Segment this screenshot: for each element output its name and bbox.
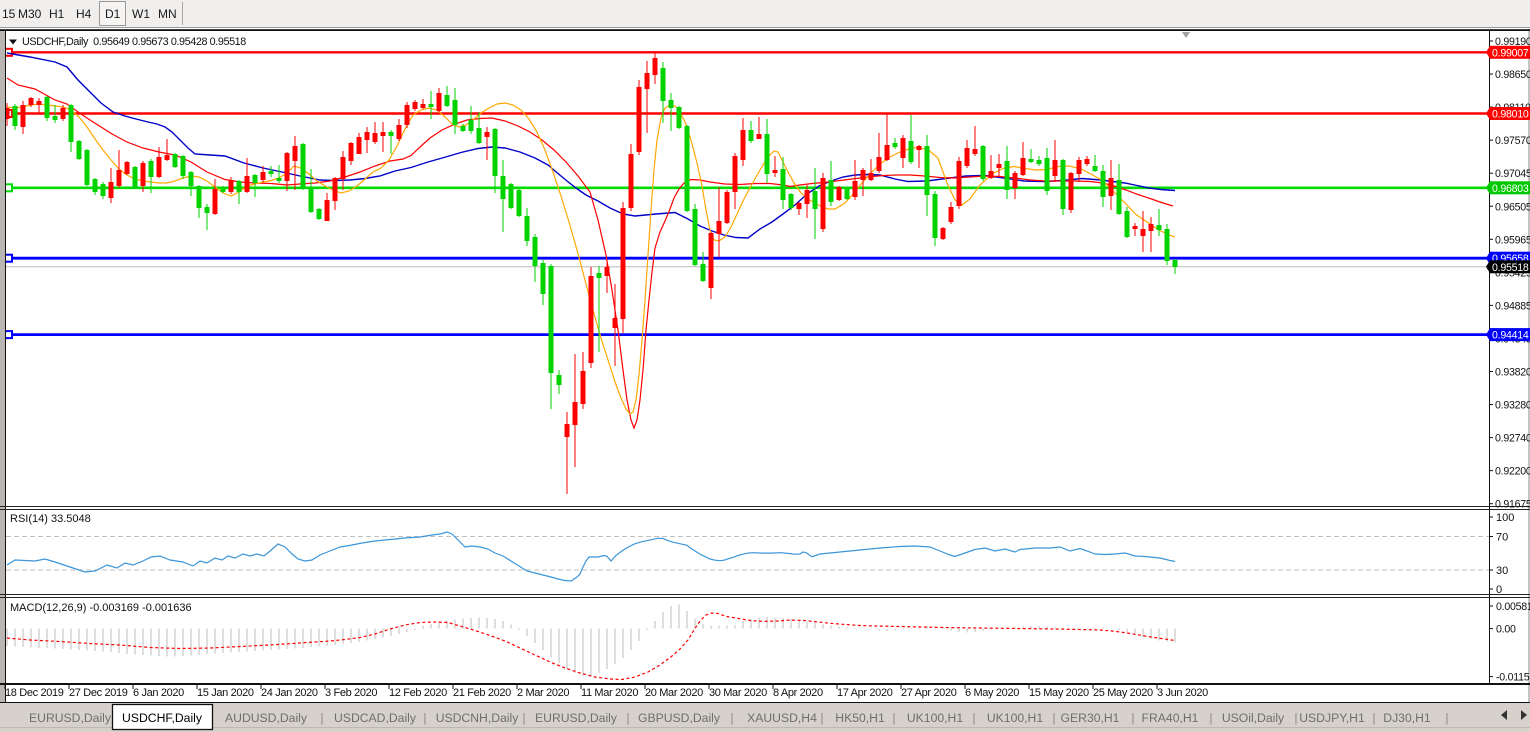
svg-text:MACD(12,26,9) -0.003169 -0.001: MACD(12,26,9) -0.003169 -0.001636 [10,602,192,614]
svg-text:HK50,H1: HK50,H1 [835,711,885,725]
svg-text:|: | [1445,711,1448,725]
svg-text:8 Apr 2020: 8 Apr 2020 [773,687,823,699]
svg-text:0.92740: 0.92740 [1495,433,1530,445]
svg-text:|: | [892,711,895,725]
svg-text:MN: MN [158,7,177,21]
svg-text:|: | [972,711,975,725]
svg-text:0.93820: 0.93820 [1495,367,1530,379]
svg-text:100: 100 [1496,512,1514,524]
svg-text:|: | [820,711,823,725]
svg-text:0.93280: 0.93280 [1495,400,1530,412]
svg-text:6 Jan 2020: 6 Jan 2020 [133,687,184,699]
svg-text:3 Feb 2020: 3 Feb 2020 [325,687,377,699]
svg-text:USDCNH,Daily: USDCNH,Daily [436,711,520,725]
svg-text:W1: W1 [132,7,150,21]
svg-text:15 May 2020: 15 May 2020 [1029,687,1089,699]
svg-text:|: | [1372,711,1375,725]
svg-text:0.94885: 0.94885 [1495,300,1530,312]
svg-text:0: 0 [1496,584,1502,596]
svg-text:EURUSD,Daily: EURUSD,Daily [29,711,112,725]
svg-text:18 Dec 2019: 18 Dec 2019 [5,687,64,699]
svg-text:|: | [1131,711,1134,725]
svg-text:0.91675: 0.91675 [1495,499,1530,511]
svg-text:AUDUSD,Daily: AUDUSD,Daily [225,711,308,725]
svg-text:0.96803: 0.96803 [1492,183,1529,195]
svg-text:H1: H1 [49,7,65,21]
svg-text:0.98650: 0.98650 [1495,69,1530,81]
svg-text:15: 15 [2,7,16,21]
svg-text:-0.011514: -0.011514 [1496,672,1530,684]
svg-text:|: | [730,711,733,725]
svg-text:3 Jun 2020: 3 Jun 2020 [1157,687,1208,699]
svg-text:UK100,H1: UK100,H1 [987,711,1043,725]
svg-text:EURUSD,Daily: EURUSD,Daily [535,711,618,725]
svg-text:|: | [626,711,629,725]
svg-text:25 May 2020: 25 May 2020 [1093,687,1153,699]
svg-text:24 Jan 2020: 24 Jan 2020 [261,687,318,699]
svg-text:0.95965: 0.95965 [1495,234,1530,246]
svg-text:17 Apr 2020: 17 Apr 2020 [837,687,893,699]
svg-text:11 Mar 2020: 11 Mar 2020 [581,687,638,699]
svg-text:DJ30,H1: DJ30,H1 [1383,711,1431,725]
svg-text:0.92200: 0.92200 [1495,466,1530,478]
svg-text:USDJPY,H1: USDJPY,H1 [1299,711,1365,725]
svg-text:0.005818: 0.005818 [1496,601,1530,613]
svg-text:|: | [522,711,525,725]
svg-text:USDCHF,Daily: USDCHF,Daily [122,711,203,725]
svg-text:15 Jan 2020: 15 Jan 2020 [197,687,254,699]
svg-text:H4: H4 [76,7,92,21]
svg-text:UK100,H1: UK100,H1 [907,711,963,725]
svg-text:70: 70 [1496,532,1508,544]
svg-text:0.97045: 0.97045 [1495,168,1530,180]
svg-text:USOil,Daily: USOil,Daily [1222,711,1285,725]
svg-text:0.00: 0.00 [1496,624,1516,636]
svg-text:RSI(14) 33.5048: RSI(14) 33.5048 [10,513,91,525]
svg-text:30: 30 [1496,565,1508,577]
svg-text:USDCAD,Daily: USDCAD,Daily [334,711,417,725]
svg-text:30 Mar 2020: 30 Mar 2020 [709,687,767,699]
svg-text:M30: M30 [18,7,42,21]
svg-text:0.94414: 0.94414 [1492,330,1529,342]
svg-text:GER30,H1: GER30,H1 [1061,711,1120,725]
svg-text:27 Apr 2020: 27 Apr 2020 [901,687,957,699]
svg-text:21 Feb 2020: 21 Feb 2020 [453,687,511,699]
svg-text:FRA40,H1: FRA40,H1 [1142,711,1199,725]
svg-text:0.97570: 0.97570 [1495,135,1530,147]
svg-text:0.96505: 0.96505 [1495,201,1530,213]
svg-text:USDCHF,Daily 0.95649 0.95673: USDCHF,Daily 0.95649 0.95673 0.95428 0.9… [22,36,246,48]
svg-text:0.95518: 0.95518 [1492,262,1529,274]
svg-text:|: | [1052,711,1055,725]
svg-text:GBPUSD,Daily: GBPUSD,Daily [638,711,721,725]
svg-text:2 Mar 2020: 2 Mar 2020 [517,687,569,699]
svg-text:20 Mar 2020: 20 Mar 2020 [645,687,703,699]
svg-text:0.98010: 0.98010 [1492,109,1529,121]
svg-text:|: | [423,711,426,725]
svg-text:27 Dec 2019: 27 Dec 2019 [69,687,128,699]
svg-text:|: | [320,711,323,725]
svg-text:12 Feb 2020: 12 Feb 2020 [389,687,447,699]
svg-text:6 May 2020: 6 May 2020 [965,687,1019,699]
svg-text:0.99007: 0.99007 [1492,47,1529,59]
svg-text:|: | [1209,711,1212,725]
svg-text:|: | [1294,711,1297,725]
svg-text:XAUUSD,H4: XAUUSD,H4 [747,711,817,725]
svg-text:D1: D1 [105,7,121,21]
svg-text:0.99190: 0.99190 [1495,36,1530,48]
